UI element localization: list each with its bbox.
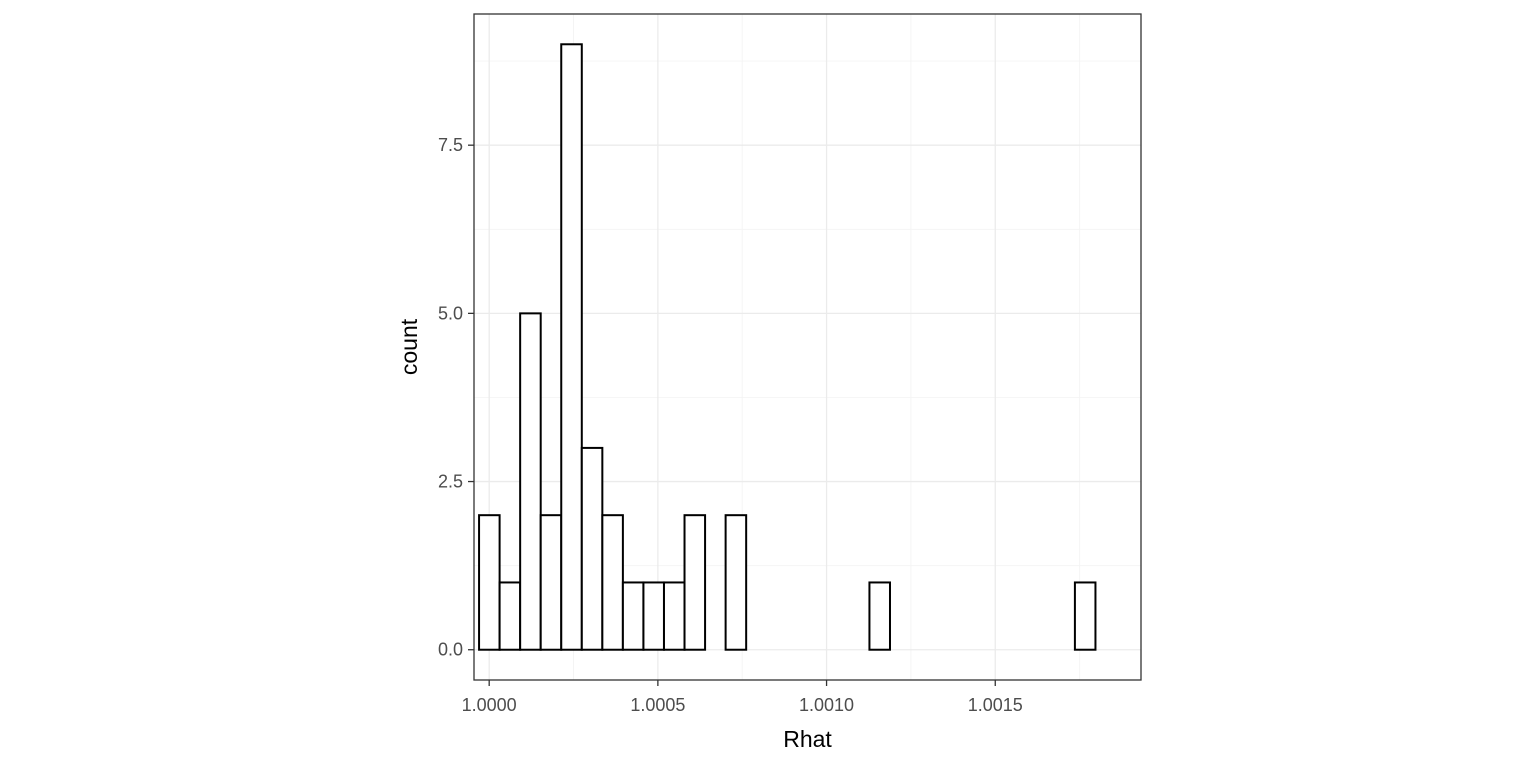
y-tick-label: 0.0 <box>438 640 463 660</box>
axis-ticks: 1.0000 1.0005 1.0010 1.0015 0.0 2.5 5.0 7.5 <box>438 135 1023 715</box>
histogram-bar <box>1073 581 1097 651</box>
y-tick-label: 7.5 <box>438 135 463 155</box>
y-tick-label: 2.5 <box>438 472 463 492</box>
histogram-bar <box>519 312 542 651</box>
y-tick-label: 5.0 <box>438 303 463 323</box>
x-tick-label: 1.0010 <box>799 695 854 715</box>
histogram-bar <box>621 581 645 651</box>
histogram-bars <box>478 43 1097 651</box>
histogram-bar <box>724 514 748 651</box>
grid-lines <box>474 14 1141 680</box>
histogram-bar <box>498 581 522 651</box>
histogram-bar <box>642 581 665 651</box>
histogram-bar <box>580 446 604 651</box>
histogram-bar <box>662 581 686 651</box>
x-tick-label: 1.0000 <box>462 695 517 715</box>
panel-border <box>473 13 1142 681</box>
x-axis-title: Rhat <box>783 726 832 752</box>
histogram-bar <box>478 514 501 651</box>
y-axis-title: count <box>396 318 422 375</box>
x-tick-label: 1.0015 <box>968 695 1023 715</box>
x-tick-label: 1.0005 <box>630 695 685 715</box>
histogram-bar <box>683 514 707 651</box>
histogram-bar <box>601 514 624 651</box>
histogram-bar <box>560 43 583 651</box>
histogram-bar <box>868 581 891 651</box>
histogram-bar <box>539 514 563 651</box>
